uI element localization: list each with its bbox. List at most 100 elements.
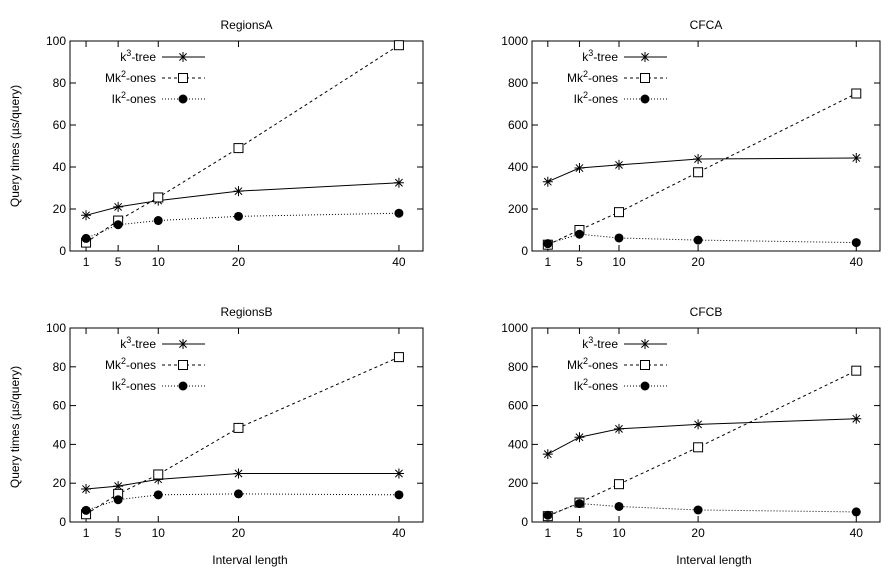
y-axis-label-bottom: Query times (µs/query)	[8, 366, 22, 488]
series-k3-tree	[542, 413, 862, 460]
data-point	[153, 216, 163, 226]
legend-swatch-marker	[640, 360, 650, 370]
plot-frame	[531, 327, 881, 523]
data-point	[233, 422, 244, 433]
data-point	[693, 235, 703, 245]
legend-label: k3-tree	[120, 48, 156, 64]
y-tick-label: 20	[53, 476, 67, 490]
legend-label: Ik2-ones	[574, 90, 618, 106]
series-k3-tree	[81, 468, 404, 495]
plot-frame	[69, 327, 424, 523]
x-tick-label: 1	[544, 255, 551, 269]
legend-swatch-marker	[178, 339, 188, 349]
data-point	[233, 468, 244, 479]
series-line	[85, 493, 399, 511]
data-point	[543, 239, 553, 249]
data-point	[614, 423, 624, 434]
data-point	[614, 233, 624, 243]
x-tick-label: 10	[612, 255, 626, 269]
data-point	[394, 490, 404, 500]
data-point	[851, 507, 861, 517]
data-point	[693, 167, 704, 178]
data-point	[614, 501, 624, 511]
data-point	[393, 40, 404, 51]
x-tick-label: 20	[691, 255, 705, 269]
legend-label: Mk2-ones	[567, 69, 618, 85]
series-k3-tree	[81, 177, 404, 221]
x-tick-label: 20	[691, 526, 705, 540]
y-tick-label: 60	[53, 118, 67, 132]
data-point	[851, 365, 862, 376]
x-axis-label-right: Interval length	[676, 553, 751, 567]
y-tick-label: 600	[508, 118, 528, 132]
x-tick-label: 5	[115, 255, 122, 269]
legend-swatch-marker	[640, 52, 650, 62]
data-point	[153, 490, 163, 500]
y-tick-label: 60	[53, 399, 67, 413]
data-point	[543, 510, 553, 520]
data-point	[233, 186, 244, 197]
plot-frame	[69, 40, 424, 252]
y-tick-label: 0	[521, 244, 528, 258]
data-point	[393, 352, 404, 363]
y-tick-label: 200	[508, 202, 528, 216]
y-tick-label: 0	[59, 515, 66, 529]
legend-label: k3-tree	[582, 48, 618, 64]
y-tick-label: 0	[59, 244, 66, 258]
data-point	[693, 442, 704, 453]
plot-frame	[531, 40, 881, 252]
legend-label: Ik2-ones	[112, 377, 156, 393]
x-tick-label: 5	[576, 526, 583, 540]
data-point	[113, 481, 124, 492]
chart-title: CFCB	[690, 305, 723, 319]
legend-swatch-marker	[178, 73, 188, 83]
y-tick-label: 800	[508, 76, 528, 90]
data-point	[153, 469, 164, 480]
series-line	[85, 356, 400, 515]
y-axis-label-top: Query times (µs/query)	[8, 85, 22, 207]
data-point	[851, 238, 861, 248]
x-tick-label: 10	[152, 255, 166, 269]
data-point	[851, 152, 862, 163]
y-tick-label: 40	[53, 160, 67, 174]
legend-swatch-marker	[178, 52, 188, 62]
x-tick-label: 40	[392, 255, 406, 269]
legend-label: k3-tree	[582, 335, 618, 351]
y-tick-label: 600	[508, 399, 528, 413]
data-point	[233, 143, 244, 154]
data-point	[113, 201, 124, 212]
y-tick-label: 80	[53, 360, 67, 374]
chart-panel-1: RegionsA 0 20 40 60 80 100 1 5 10 20 40 k3-tree Mk2-o…	[46, 18, 424, 269]
y-tick-label: 200	[508, 476, 528, 490]
y-tick-label: 20	[53, 202, 67, 216]
x-tick-label: 10	[152, 526, 166, 540]
data-point	[851, 413, 862, 424]
series-ik2-ones	[81, 489, 404, 515]
y-tick-label: 40	[53, 437, 67, 451]
data-point	[81, 233, 91, 243]
series-ik2-ones	[543, 229, 861, 249]
x-tick-label: 20	[232, 255, 246, 269]
data-point	[81, 484, 92, 495]
legend-swatch-marker	[178, 381, 188, 391]
data-point	[851, 88, 862, 99]
data-point	[693, 505, 703, 515]
data-point	[542, 449, 553, 460]
data-point	[574, 499, 584, 509]
legend-swatch-marker	[640, 381, 650, 391]
y-tick-label: 1000	[501, 321, 528, 335]
data-point	[233, 489, 243, 499]
data-point	[81, 505, 91, 515]
legend-swatch-marker	[178, 360, 188, 370]
data-point	[113, 220, 123, 230]
chart-panel-2: CFCA 0 200 400 600 800 1000 1 5 10 20 40 k3-tree Mk2-…	[501, 18, 881, 269]
data-point	[113, 495, 123, 505]
y-tick-label: 400	[508, 437, 528, 451]
legend-swatch-marker	[640, 94, 650, 104]
chart-title: CFCA	[690, 18, 723, 32]
x-tick-label: 1	[544, 526, 551, 540]
x-tick-label: 40	[392, 526, 406, 540]
y-tick-label: 0	[521, 515, 528, 529]
legend-swatch-marker	[640, 73, 650, 83]
